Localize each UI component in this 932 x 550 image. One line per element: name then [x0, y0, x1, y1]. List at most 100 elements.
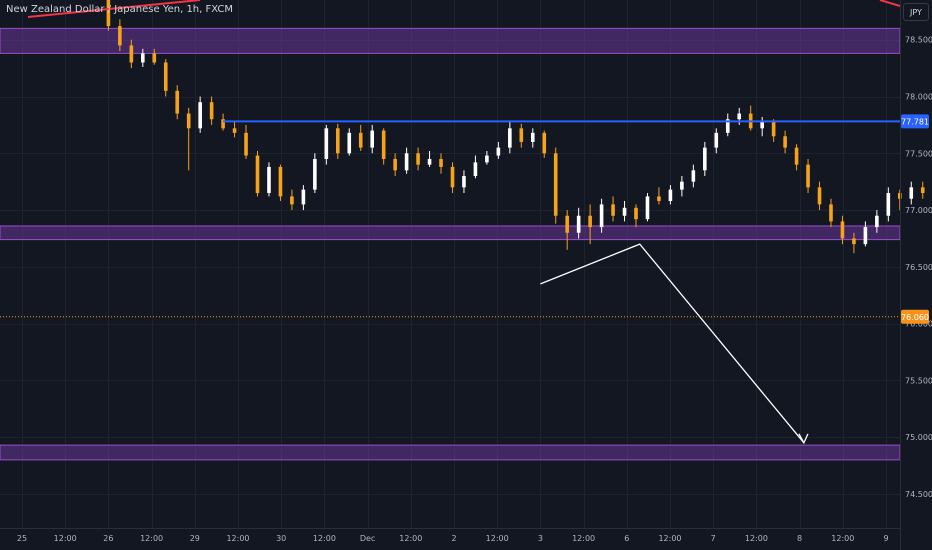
candle-body [875, 216, 879, 227]
time-tick-label: Dec [360, 534, 375, 543]
candle-body [680, 182, 684, 190]
candle-body [313, 159, 317, 190]
candle-body [508, 128, 512, 147]
candle-body [669, 190, 673, 201]
candle-body [542, 133, 546, 153]
candle-body [393, 159, 397, 170]
candle-body [864, 227, 868, 244]
candle-body [600, 204, 604, 227]
candle-body [382, 131, 386, 159]
symbol-title[interactable]: New Zealand Dollar / Japanese Yen, 1h, F… [6, 4, 233, 15]
candle-body [818, 187, 822, 204]
candle-body [692, 170, 696, 181]
candle-body [657, 196, 661, 201]
time-tick-label: 12:00 [399, 534, 422, 543]
candle-body [267, 167, 271, 193]
candle-body [187, 114, 191, 129]
candle-body [416, 153, 420, 164]
time-tick-label: 12:00 [745, 534, 768, 543]
zone-box [0, 445, 900, 460]
candle-body [806, 165, 810, 188]
candle-body [439, 159, 443, 167]
price-badge-label: 76.060 [901, 313, 929, 322]
candle-body [577, 216, 581, 233]
candle-body [898, 193, 902, 199]
candle-body [531, 133, 535, 142]
candle-body [428, 159, 432, 165]
candle-body [841, 221, 845, 238]
candle-body [565, 216, 569, 233]
candle-body [290, 196, 294, 204]
time-tick-label: 12:00 [313, 534, 336, 543]
price-tick-label: 74.500 [905, 490, 932, 499]
candle-body [921, 187, 925, 193]
time-axis[interactable]: 25 12:00 26 12:00 29 12:00 30 12:00 Dec 12:00 2 12:… [17, 534, 889, 543]
candle-body [646, 196, 650, 219]
candle-body [118, 26, 122, 45]
candle-body [370, 131, 374, 148]
candle-body [336, 128, 340, 153]
time-tick-label: 25 [17, 534, 27, 543]
candle-body [829, 204, 833, 221]
time-tick-label: 8 [797, 534, 802, 543]
time-tick-label: 2 [451, 534, 456, 543]
candle-body [164, 62, 168, 90]
price-tick-label: 75.000 [905, 433, 932, 442]
candle-body [772, 121, 776, 136]
candle-body [130, 45, 134, 62]
candle-body [244, 133, 248, 156]
candle-body [198, 102, 202, 128]
candle-body [795, 148, 799, 165]
price-tick-label: 77.000 [905, 206, 932, 215]
time-tick-label: 12:00 [140, 534, 163, 543]
candle-body [554, 153, 558, 215]
candle-body [175, 91, 179, 114]
time-tick-label: 12:00 [54, 534, 77, 543]
time-tick-label: 29 [190, 534, 200, 543]
time-tick-label: 12:00 [486, 534, 509, 543]
zone-box [0, 28, 900, 53]
time-tick-label: 12:00 [572, 534, 595, 543]
candle-body [852, 238, 856, 244]
time-tick-label: 26 [103, 534, 113, 543]
candle-body [451, 167, 455, 187]
price-tick-label: 77.500 [905, 149, 932, 158]
time-tick-label: 9 [883, 534, 888, 543]
candle-body [233, 128, 237, 133]
time-tick-label: 12:00 [226, 534, 249, 543]
time-tick-label: 30 [276, 534, 286, 543]
candle-body [760, 121, 764, 128]
candle-body [347, 133, 351, 153]
candle-body [520, 128, 524, 142]
candle-body [783, 136, 787, 147]
candle-body [325, 128, 329, 159]
candle-body [588, 216, 592, 227]
time-tick-label: 12:00 [831, 534, 854, 543]
candle-body [714, 133, 718, 148]
zone-box [0, 226, 900, 240]
candle-body [737, 114, 741, 120]
candle-body [703, 148, 707, 171]
candle-body [909, 187, 913, 198]
candle-body [359, 133, 363, 148]
candle-body [256, 156, 260, 193]
candle-body [887, 193, 891, 216]
price-tick-label: 76.500 [905, 263, 932, 272]
candle-body [623, 208, 627, 216]
time-tick-label: 3 [538, 534, 543, 543]
candle-body [152, 53, 156, 62]
candle-body [279, 167, 283, 197]
time-tick-label: 6 [624, 534, 629, 543]
candle-body [497, 148, 501, 156]
price-tick-label: 78.000 [905, 93, 932, 102]
price-tick-label: 75.500 [905, 376, 932, 385]
currency-label[interactable]: JPY [903, 3, 929, 21]
time-tick-label: 12:00 [658, 534, 681, 543]
candle-body [141, 53, 145, 62]
candle-body [210, 102, 214, 119]
candle-body [611, 204, 615, 215]
candle-body [485, 156, 489, 163]
candle-body [302, 190, 306, 205]
